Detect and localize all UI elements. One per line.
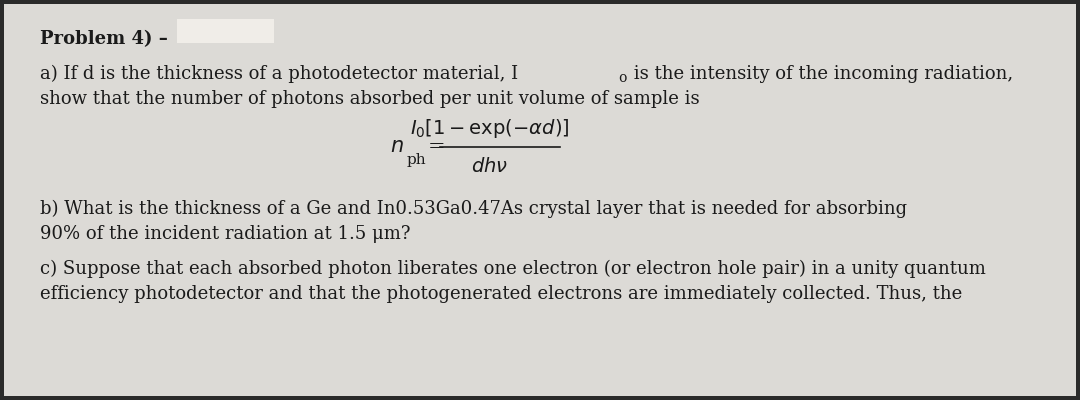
Text: $n$: $n$ (390, 138, 404, 156)
Text: is the intensity of the incoming radiation,: is the intensity of the incoming radiati… (627, 65, 1013, 83)
Text: o: o (618, 71, 626, 85)
Text: $dh\nu$: $dh\nu$ (472, 158, 509, 176)
Text: a) If d is the thickness of a photodetector material, I: a) If d is the thickness of a photodetec… (40, 65, 518, 83)
Text: efficiency photodetector and that the photogenerated electrons are immediately c: efficiency photodetector and that the ph… (40, 285, 962, 303)
Text: =: = (428, 138, 446, 156)
Text: $I_0[1-\mathrm{exp}(-\alpha d)]$: $I_0[1-\mathrm{exp}(-\alpha d)]$ (410, 116, 570, 140)
FancyBboxPatch shape (177, 19, 274, 43)
Text: show that the number of photons absorbed per unit volume of sample is: show that the number of photons absorbed… (40, 90, 700, 108)
Text: 90% of the incident radiation at 1.5 μm?: 90% of the incident radiation at 1.5 μm? (40, 225, 410, 243)
Text: Problem 4) –: Problem 4) – (40, 30, 167, 48)
Text: b) What is the thickness of a Ge and In0.53Ga0.47As crystal layer that is needed: b) What is the thickness of a Ge and In0… (40, 200, 907, 218)
FancyBboxPatch shape (4, 4, 1076, 396)
Text: c) Suppose that each absorbed photon liberates one electron (or electron hole pa: c) Suppose that each absorbed photon lib… (40, 260, 986, 278)
Text: ph: ph (407, 153, 427, 167)
